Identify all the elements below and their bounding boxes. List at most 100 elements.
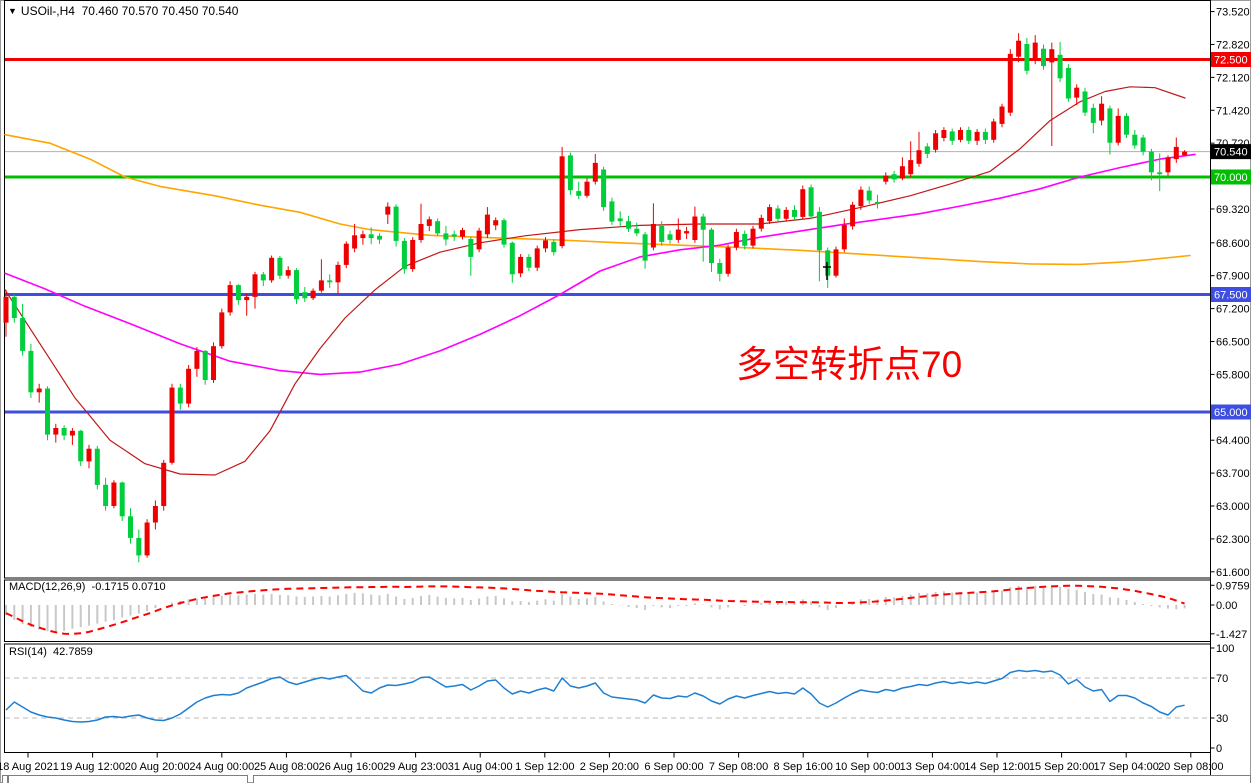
candle-body bbox=[327, 280, 333, 283]
ma-fast-darkred bbox=[4, 86, 1186, 476]
date-axis-label: 29 Aug 23:00 bbox=[383, 761, 448, 773]
rsi-name: RSI(14) bbox=[9, 646, 47, 658]
candle-body bbox=[144, 522, 150, 556]
candle-body bbox=[1032, 42, 1038, 61]
candle-body bbox=[916, 150, 922, 164]
candle-body bbox=[227, 285, 233, 313]
price-axis-label: 68.600 bbox=[1216, 238, 1250, 250]
candle-body bbox=[742, 233, 748, 246]
candle-body bbox=[518, 256, 524, 274]
ma-mid-magenta bbox=[4, 153, 1196, 376]
date-axis-label: 31 Aug 04:00 bbox=[448, 761, 513, 773]
price-axis-label: 62.300 bbox=[1216, 534, 1250, 546]
candle-body bbox=[592, 162, 598, 182]
candle-body bbox=[841, 224, 847, 250]
candle-body bbox=[1007, 53, 1013, 113]
date-axis-label: 7 Sep 08:00 bbox=[709, 761, 768, 773]
candle-body bbox=[642, 234, 648, 261]
candle-body bbox=[650, 224, 656, 248]
price-level-badge bbox=[1211, 169, 1251, 185]
candle-body bbox=[211, 346, 216, 380]
candle-body bbox=[1041, 48, 1046, 67]
candle-body bbox=[86, 448, 92, 462]
candle-body bbox=[53, 428, 59, 435]
candle-body bbox=[410, 240, 416, 270]
candle-body bbox=[792, 209, 797, 217]
current-price-badge bbox=[1211, 144, 1251, 160]
candle-body bbox=[310, 290, 316, 299]
main-panel[interactable] bbox=[4, 0, 1211, 579]
price-level-badge bbox=[1211, 287, 1251, 302]
tab-bar-edge[interactable] bbox=[2, 775, 8, 783]
candle-body bbox=[858, 189, 864, 207]
candle-body bbox=[426, 219, 432, 226]
current-price-badge-label: 70.540 bbox=[1214, 147, 1248, 159]
candle-body bbox=[974, 131, 980, 141]
date-axis-label: 17 Sep 04:00 bbox=[1093, 761, 1158, 773]
candle-body bbox=[468, 239, 474, 257]
candle-body bbox=[949, 131, 955, 141]
candle-body bbox=[1057, 54, 1063, 79]
candle-body bbox=[219, 312, 225, 347]
candle-body bbox=[202, 350, 208, 380]
candle-body bbox=[891, 174, 897, 180]
candle-body bbox=[899, 166, 905, 179]
rsi-axis-label: 70 bbox=[1216, 673, 1228, 685]
candle-body bbox=[733, 232, 739, 248]
candle-body bbox=[717, 263, 723, 274]
candle-body bbox=[435, 221, 441, 234]
chart-tab-area[interactable] bbox=[253, 775, 1251, 783]
candle-body bbox=[709, 229, 714, 263]
candle-body bbox=[883, 175, 889, 182]
price-axis-label: 72.820 bbox=[1216, 39, 1250, 51]
candle-body bbox=[991, 121, 997, 140]
rsi-indicator-label: RSI(14) 42.7859 bbox=[9, 646, 93, 658]
rsi-value: 42.7859 bbox=[53, 646, 93, 658]
chart-tab-active[interactable] bbox=[8, 775, 248, 783]
date-axis-label: 20 Sep 08:00 bbox=[1158, 761, 1223, 773]
candle-body bbox=[1182, 151, 1188, 156]
candle-body bbox=[94, 448, 100, 485]
ma-slow-orange bbox=[4, 133, 1191, 266]
date-axis-label: 8 Sep 16:00 bbox=[774, 761, 833, 773]
candle-body bbox=[684, 231, 690, 234]
candle-body bbox=[302, 292, 308, 299]
price-axis-label: 72.120 bbox=[1216, 72, 1250, 84]
candle-body bbox=[78, 430, 84, 462]
candle-body bbox=[816, 211, 822, 251]
date-axis-label: 18 Aug 2021 bbox=[0, 761, 59, 773]
candle-body bbox=[866, 190, 872, 201]
rsi-line bbox=[5, 669, 1185, 723]
candle-body bbox=[360, 234, 366, 239]
price-axis-label: 71.420 bbox=[1216, 105, 1250, 117]
candle-body bbox=[758, 217, 764, 229]
candle-body bbox=[194, 350, 200, 369]
candle-body bbox=[501, 220, 507, 245]
candle-body bbox=[609, 201, 615, 222]
candle-body bbox=[634, 228, 640, 234]
price-axis-label: 66.500 bbox=[1216, 337, 1250, 349]
macd-name: MACD(12,26,9) bbox=[9, 581, 86, 593]
date-axis-label: 24 Aug 00:00 bbox=[189, 761, 254, 773]
candle-body bbox=[543, 240, 548, 249]
candle-body bbox=[966, 130, 972, 141]
candle-body bbox=[1082, 91, 1088, 113]
candle-body bbox=[567, 155, 573, 191]
chevron-down-icon[interactable]: ▼ bbox=[8, 6, 17, 16]
price-level-badge-label: 65.000 bbox=[1214, 407, 1248, 419]
candle-body bbox=[601, 169, 607, 208]
candle-body bbox=[1090, 107, 1096, 123]
candle-body bbox=[924, 146, 930, 154]
candle-body bbox=[559, 156, 565, 247]
candle-body bbox=[368, 234, 374, 239]
rsi-panel[interactable] bbox=[4, 643, 1211, 753]
candle-body bbox=[252, 274, 258, 297]
candle-body bbox=[451, 234, 457, 237]
candle-body bbox=[692, 216, 698, 240]
candle-body bbox=[28, 350, 34, 393]
date-axis-label: 13 Sep 04:00 bbox=[900, 761, 965, 773]
macd-panel[interactable] bbox=[4, 579, 1211, 642]
